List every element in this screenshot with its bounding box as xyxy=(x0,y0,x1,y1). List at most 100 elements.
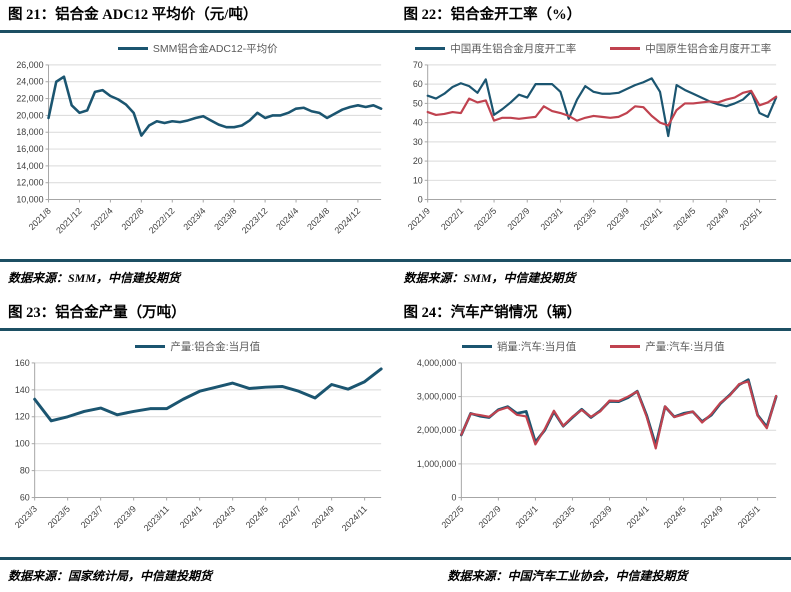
figure-21-chart: SMM铝合金ADC12-平均价 10,000 12,000 14,000 16,000… xyxy=(0,33,396,259)
figure-22-chart: 中国再生铝合金月度开工率 中国原生铝合金月度开工率 0 10 20 30 40 50 60 70… xyxy=(396,33,791,259)
legend-item: 销量:汽车:当月值 xyxy=(461,339,577,354)
svg-text:24,000: 24,000 xyxy=(16,77,43,87)
charts-row-bottom: 产量:铝合金:当月值 60 80 100 120 140 160 2023/3 2023/5 2… xyxy=(0,331,791,557)
svg-text:10: 10 xyxy=(413,175,423,185)
legend-label: 中国再生铝合金月度开工率 xyxy=(450,42,577,55)
legend-item: SMM铝合金ADC12-平均价 xyxy=(117,41,278,56)
svg-text:2022/5: 2022/5 xyxy=(472,206,498,232)
figure-23-source: 数据来源：国家统计局，中信建投期货 xyxy=(8,569,213,583)
figure-24-title: 图 24：汽车产销情况（辆） xyxy=(403,305,582,321)
svg-text:1,000,000: 1,000,000 xyxy=(417,459,457,469)
legend-item: 中国再生铝合金月度开工率 xyxy=(415,41,576,56)
svg-text:2023/5: 2023/5 xyxy=(572,206,598,232)
svg-text:2023/5: 2023/5 xyxy=(551,504,577,530)
sources-row-top: 数据来源：SMM，中信建投期货 数据来源：SMM，中信建投期货 xyxy=(0,259,791,292)
svg-text:2024/1: 2024/1 xyxy=(638,206,664,232)
figure-21-title-cell: 图 21：铝合金 ADC12 平均价（元/吨） xyxy=(0,3,396,30)
svg-text:16,000: 16,000 xyxy=(16,144,43,154)
svg-text:40: 40 xyxy=(413,118,423,128)
svg-text:22,000: 22,000 xyxy=(16,94,43,104)
svg-text:2024/9: 2024/9 xyxy=(705,206,731,232)
legend-line-swatch xyxy=(135,344,166,348)
svg-text:2022/5: 2022/5 xyxy=(440,504,466,530)
figure-24-legend: 销量:汽车:当月值 产量:汽车:当月值 xyxy=(461,337,725,355)
svg-text:2024/12: 2024/12 xyxy=(332,206,362,236)
svg-text:18,000: 18,000 xyxy=(16,127,43,137)
svg-text:2021/8: 2021/8 xyxy=(26,206,52,232)
svg-text:2022/4: 2022/4 xyxy=(88,206,114,232)
svg-text:3,000,000: 3,000,000 xyxy=(417,392,457,402)
figure-24-line-chart: 0 1,000,000 2,000,000 3,000,000 4,000,000 202… xyxy=(417,358,778,530)
figure-21-title: 图 21：铝合金 ADC12 平均价（元/吨） xyxy=(8,7,258,23)
figure-24-source-cell: 数据来源：中国汽车工业协会，中信建投期货 xyxy=(396,560,791,592)
svg-text:2025/1: 2025/1 xyxy=(738,206,764,232)
svg-text:2024/5: 2024/5 xyxy=(662,504,688,530)
svg-text:2023/8: 2023/8 xyxy=(212,206,238,232)
svg-text:4,000,000: 4,000,000 xyxy=(417,358,457,368)
svg-text:2024/11: 2024/11 xyxy=(339,504,368,533)
legend-label: 中国原生铝合金月度开工率 xyxy=(645,42,772,55)
legend-label: 销量:汽车:当月值 xyxy=(496,340,577,353)
figure-23-legend: 产量:铝合金:当月值 xyxy=(135,337,260,355)
legend-label: 产量:汽车:当月值 xyxy=(645,340,725,353)
svg-text:80: 80 xyxy=(20,466,30,476)
sources-row-bottom: 数据来源：国家统计局，中信建投期货 数据来源：中国汽车工业协会，中信建投期货 xyxy=(0,557,791,592)
svg-text:2024/8: 2024/8 xyxy=(305,206,331,232)
figure-22-source-cell: 数据来源：SMM，中信建投期货 xyxy=(396,262,791,292)
legend-label: SMM铝合金ADC12-平均价 xyxy=(152,42,278,55)
svg-text:2023/5: 2023/5 xyxy=(45,504,71,530)
svg-text:2025/1: 2025/1 xyxy=(736,504,762,530)
figure-24-chart: 销量:汽车:当月值 产量:汽车:当月值 0 1,000,000 2,000,000 3,… xyxy=(396,331,791,557)
svg-text:2023/7: 2023/7 xyxy=(78,504,104,530)
svg-text:2023/9: 2023/9 xyxy=(588,504,614,530)
figure-21-source: 数据来源：SMM，中信建投期货 xyxy=(8,271,181,285)
figure-21-legend: SMM铝合金ADC12-平均价 xyxy=(117,39,278,57)
legend-line-swatch xyxy=(610,46,641,50)
svg-text:12,000: 12,000 xyxy=(16,178,43,188)
legend-line-swatch xyxy=(415,46,446,50)
svg-text:100: 100 xyxy=(15,439,30,449)
figure-22-title-cell: 图 22：铝合金开工率（%） xyxy=(396,3,791,30)
legend-item: 产量:铝合金:当月值 xyxy=(135,339,260,354)
svg-text:20,000: 20,000 xyxy=(16,110,43,120)
figure-22-source: 数据来源：SMM，中信建投期货 xyxy=(403,271,576,285)
figure-24-title-cell: 图 24：汽车产销情况（辆） xyxy=(396,301,791,328)
figure-21-line-chart: 10,000 12,000 14,000 16,000 18,000 20,000 22,0… xyxy=(16,60,383,236)
figure-21-source-cell: 数据来源：SMM，中信建投期货 xyxy=(0,262,396,292)
svg-text:2024/1: 2024/1 xyxy=(625,504,651,530)
legend-item: 中国原生铝合金月度开工率 xyxy=(610,41,771,56)
figure-22-title: 图 22：铝合金开工率（%） xyxy=(403,7,582,23)
svg-text:60: 60 xyxy=(20,493,30,503)
svg-text:2023/3: 2023/3 xyxy=(12,504,38,530)
svg-text:2022/12: 2022/12 xyxy=(147,206,177,236)
svg-text:160: 160 xyxy=(15,358,30,368)
svg-text:2023/9: 2023/9 xyxy=(111,504,137,530)
svg-text:2023/1: 2023/1 xyxy=(514,504,540,530)
svg-text:2023/11: 2023/11 xyxy=(141,504,170,533)
svg-text:2021/12: 2021/12 xyxy=(54,206,84,236)
svg-text:2023/1: 2023/1 xyxy=(539,206,565,232)
svg-text:140: 140 xyxy=(15,385,30,395)
svg-text:2022/9: 2022/9 xyxy=(506,206,532,232)
figure-22-legend: 中国再生铝合金月度开工率 中国原生铝合金月度开工率 xyxy=(415,39,771,57)
svg-text:2,000,000: 2,000,000 xyxy=(417,425,457,435)
svg-text:2024/5: 2024/5 xyxy=(243,504,269,530)
svg-text:2023/4: 2023/4 xyxy=(181,206,207,232)
svg-text:60: 60 xyxy=(413,79,423,89)
legend-item: 产量:汽车:当月值 xyxy=(610,339,725,354)
charts-row-top: SMM铝合金ADC12-平均价 10,000 12,000 14,000 16,000… xyxy=(0,33,791,259)
svg-text:2022/1: 2022/1 xyxy=(439,206,465,232)
svg-text:2024/9: 2024/9 xyxy=(309,504,335,530)
svg-text:2021/9: 2021/9 xyxy=(406,206,432,232)
figure-23-title-cell: 图 23：铝合金产量（万吨） xyxy=(0,301,396,328)
legend-line-swatch xyxy=(117,46,148,50)
legend-line-swatch xyxy=(461,344,492,348)
figure-23-title: 图 23：铝合金产量（万吨） xyxy=(8,305,186,321)
svg-text:2023/9: 2023/9 xyxy=(605,206,631,232)
svg-text:2024/9: 2024/9 xyxy=(699,504,725,530)
svg-text:2022/8: 2022/8 xyxy=(119,206,145,232)
figure-22-line-chart: 0 10 20 30 40 50 60 70 2021/9 2022/1 2022/5 2022/9 2… xyxy=(406,60,778,232)
svg-text:2024/4: 2024/4 xyxy=(274,206,300,232)
svg-text:50: 50 xyxy=(413,98,423,108)
